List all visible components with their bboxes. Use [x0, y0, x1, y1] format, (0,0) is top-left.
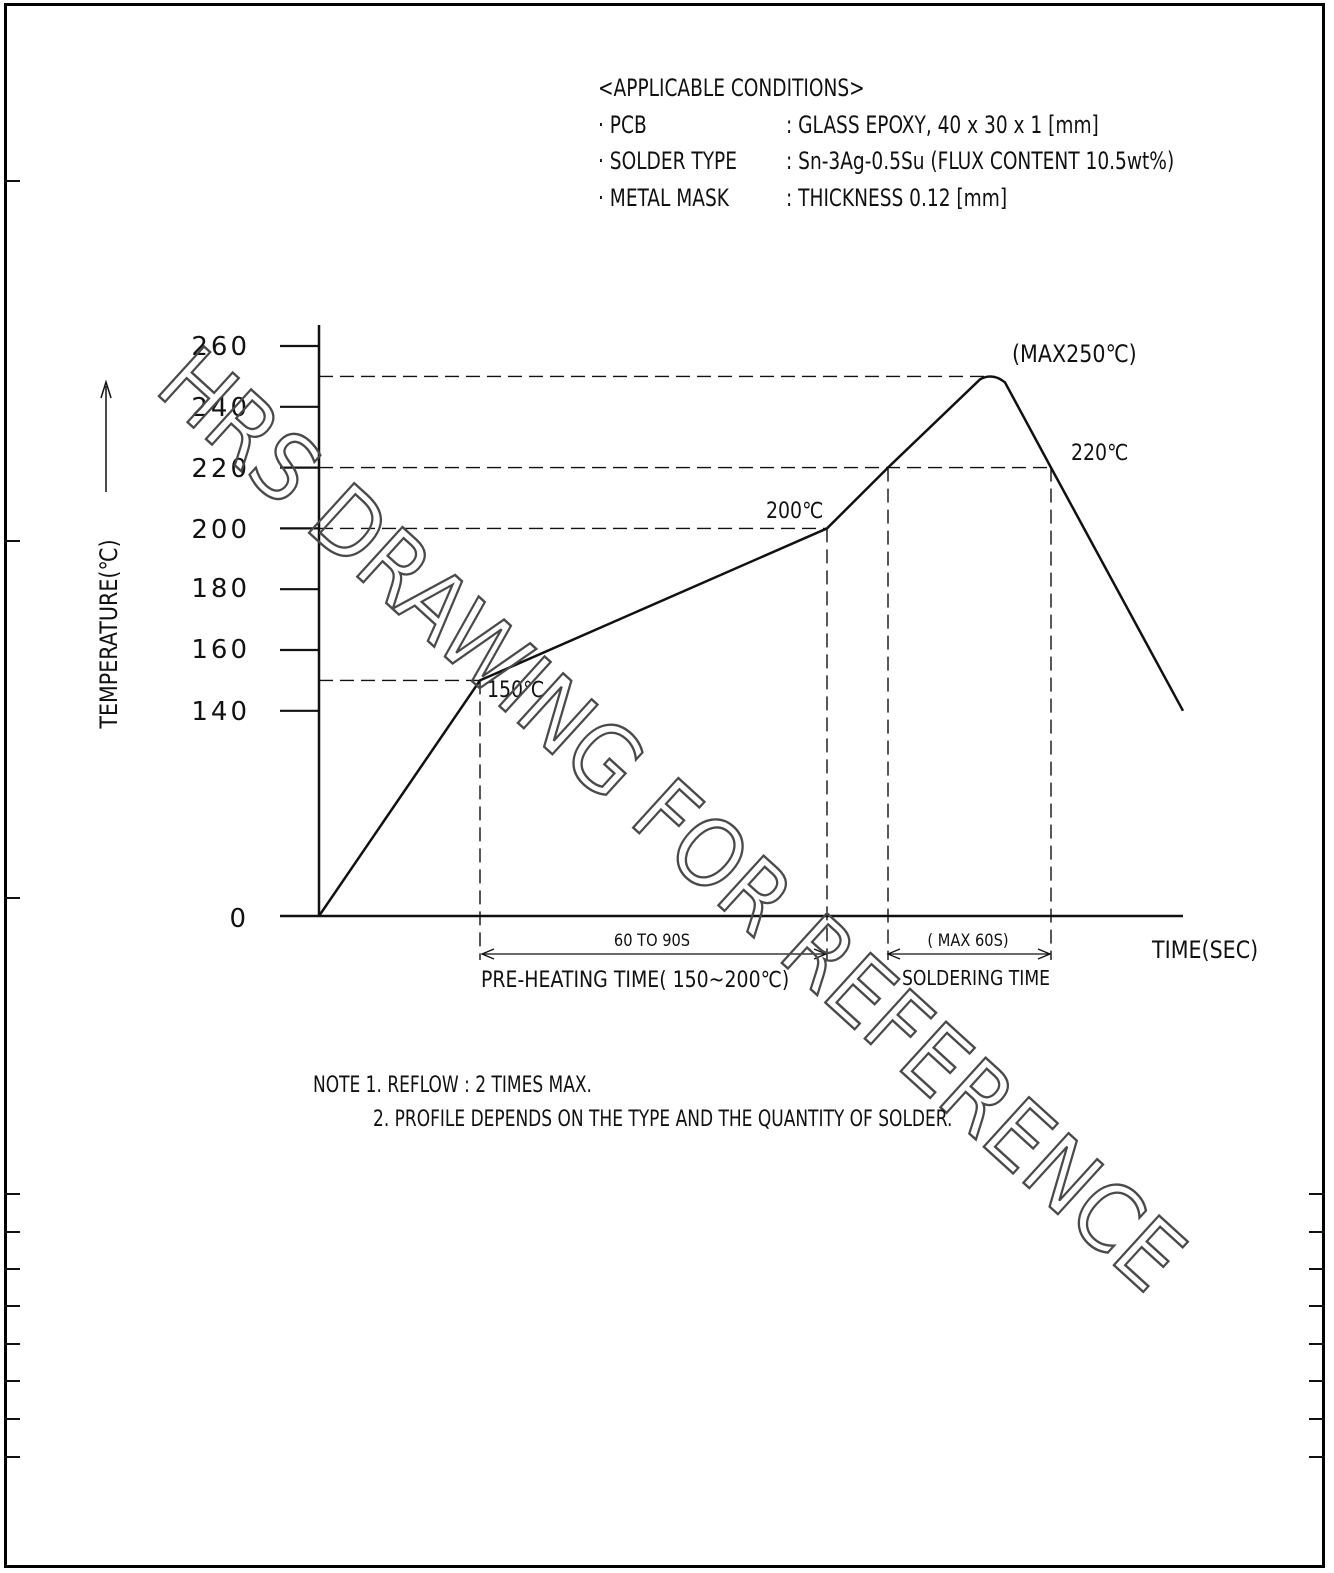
condition-value-solder: : Sn-3Ag-0.5Su (FLUX CONTENT 10.5wt%) — [786, 147, 1175, 175]
y-tick-label-220: 220 — [191, 454, 250, 484]
y-tick-label-140: 140 — [191, 697, 250, 727]
frame-edge-mark — [4, 1193, 20, 1195]
condition-label-pcb: · PCB — [598, 111, 647, 139]
point-label-max250: (MAX250℃) — [1012, 341, 1137, 369]
frame-edge-mark — [1309, 1231, 1325, 1233]
y-tick-label-240: 240 — [191, 393, 250, 423]
frame-edge-mark — [4, 1305, 20, 1307]
preheat-interval-arrow-left — [480, 948, 495, 960]
y-tick-label-180: 180 — [191, 574, 250, 604]
x-axis-label: TIME(SEC) — [1151, 937, 1258, 965]
frame-edge-mark — [1309, 1193, 1325, 1195]
point-label-220: 220℃ — [1071, 440, 1128, 466]
frame-edge-mark — [1309, 1268, 1325, 1270]
frame-edge-mark — [4, 1418, 20, 1420]
frame-edge-mark — [4, 1231, 20, 1233]
frame-edge-mark — [4, 1343, 20, 1345]
frame-edge-mark — [1309, 1343, 1325, 1345]
frame-edge-mark — [1309, 1380, 1325, 1382]
soldering-duration-label: ( MAX 60S) — [927, 930, 1008, 950]
conditions-heading: <APPLICABLE CONDITIONS> — [598, 74, 865, 102]
condition-label-solder: · SOLDER TYPE — [598, 147, 737, 175]
drawing-frame — [4, 3, 1325, 1568]
condition-value-pcb: : GLASS EPOXY, 40 x 30 x 1 [mm] — [786, 111, 1099, 139]
point-label-200: 200℃ — [766, 498, 823, 524]
frame-edge-mark — [4, 897, 20, 899]
y-tick-label-260: 260 — [191, 332, 250, 362]
ylabel-arrow-head — [100, 379, 112, 399]
frame-edge-mark — [4, 1380, 20, 1382]
frame-edge-mark — [1309, 1305, 1325, 1307]
frame-edge-mark — [4, 180, 20, 182]
frame-edge-mark — [1309, 1456, 1325, 1458]
condition-label-mask: · METAL MASK — [598, 184, 729, 212]
y-tick-label-200: 200 — [191, 515, 250, 545]
note-2: 2. PROFILE DEPENDS ON THE TYPE AND THE Q… — [373, 1107, 953, 1132]
soldering-time-label: SOLDERING TIME — [902, 968, 1050, 991]
condition-value-mask: : THICKNESS 0.12 [mm] — [786, 184, 1008, 212]
frame-edge-mark — [1309, 1418, 1325, 1420]
y-tick-label-160: 160 — [191, 635, 250, 665]
frame-edge-mark — [4, 1456, 20, 1458]
frame-edge-mark — [4, 1268, 20, 1270]
preheat-time-label: PRE-HEATING TIME( 150~200℃) — [481, 967, 789, 993]
y-axis-label: TEMPERATURE(℃) — [96, 539, 124, 729]
temperature-profile-line — [317, 375, 1185, 917]
soldering-interval-arrow-right — [1037, 948, 1052, 960]
frame-edge-mark — [4, 540, 20, 542]
preheat-interval-arrow-right — [813, 948, 828, 960]
watermark-text: HRS DRAWING FOR REFERENCE — [138, 327, 1205, 1311]
preheat-duration-label: 60 TO 90S — [614, 930, 690, 950]
point-label-150: 150℃ — [487, 677, 544, 703]
note-1: NOTE 1. REFLOW : 2 TIMES MAX. — [313, 1073, 592, 1098]
y-tick-label-0: 0 — [229, 904, 246, 934]
